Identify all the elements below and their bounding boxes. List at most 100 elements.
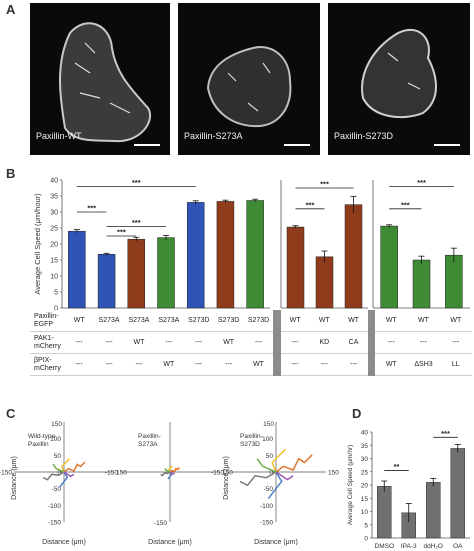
table-cell: WT: [280, 310, 310, 332]
table-cell: ---: [213, 353, 244, 376]
panel-b-condition-table: Paxillin- EGFP WT S273A S273A S273A S273D S273…: [30, 310, 472, 376]
chart-c-y-tick-top: 150: [51, 421, 62, 428]
cell-s273a-shape: [206, 46, 292, 128]
chart-c-x-axis-label: Distance (μm): [42, 539, 86, 546]
chart-c-x-tick-neg: -150: [211, 470, 224, 477]
chart-b-y-tick-label: 5: [54, 290, 58, 297]
chart-c-y-tick-bottom: -150: [154, 520, 167, 527]
panel-a-letter: A: [6, 2, 16, 17]
chart-d-x-tick-label: OA: [453, 543, 463, 550]
chart-b-significance-label: ***: [306, 200, 315, 209]
chart-d-y-tick-label: 20: [361, 483, 369, 490]
chart-b-y-tick-label: 35: [50, 194, 58, 201]
table-group-divider: [273, 331, 281, 354]
chart-d-y-tick-label: 0: [364, 536, 368, 543]
chart-c-y-tick: 50: [266, 453, 274, 460]
chart-c-y-axis-label: Distance (μm): [11, 456, 18, 500]
panel-b-letter: B: [6, 166, 16, 181]
chart-c-cell-track: [168, 465, 174, 473]
chart-d-significance-label: **: [394, 462, 400, 471]
table-cell: ---: [64, 353, 95, 376]
table-cell: ---: [94, 353, 125, 376]
micrograph-wt: Paxillin-WT: [30, 3, 170, 155]
chart-c-y-axis-label: Distance (μm): [223, 456, 230, 500]
chart-c-cell-track: [275, 471, 294, 481]
chart-c-cell-track: [169, 466, 181, 473]
micrograph-label-s273a: Paxillin-S273A: [184, 131, 243, 141]
chart-c-title-line: Paxillin-: [240, 433, 263, 440]
table-cell: ---: [439, 331, 472, 354]
table-cell: WT: [338, 310, 369, 332]
table-cell: WT: [439, 310, 472, 332]
chart-b-bar: [445, 254, 463, 309]
chart-b-bar: [246, 200, 264, 309]
chart-c-cell-track: [60, 458, 71, 473]
chart-c-title-line: S273D: [240, 441, 260, 448]
chart-c-y-tick: 0: [57, 470, 61, 477]
chart-c-cell-track: [275, 454, 313, 473]
chart-c-cell-track: [59, 471, 69, 488]
chart-b-y-tick-label: 15: [50, 258, 58, 265]
table-cell: KD: [309, 331, 339, 354]
chart-c-x-axis-label: Distance (μm): [254, 539, 298, 546]
table-group-divider: [368, 353, 376, 376]
chart-b-y-tick-label: 30: [50, 210, 58, 217]
chart-c-cell-track: [160, 471, 171, 477]
table-row-header: Paxillin- EGFP: [30, 310, 65, 332]
chart-b-bar: [127, 238, 146, 309]
panel-d-letter: D: [352, 406, 362, 421]
chart-c-x-tick-pos: 150: [222, 470, 233, 477]
chart-c-title-line: S273A: [138, 441, 158, 448]
table-cell: ---: [124, 353, 154, 376]
table-cell: WT: [407, 310, 440, 332]
chart-b-significance-label: ***: [417, 178, 426, 187]
chart-c-y-tick: -100: [260, 503, 273, 510]
chart-d-bar: [377, 486, 392, 539]
chart-c-title-line: Paxillin: [28, 441, 49, 448]
table-group-divider: [273, 353, 281, 376]
table-cell: ---: [309, 353, 339, 376]
chart-b-significance-label: ***: [320, 180, 329, 189]
table-cell: ---: [183, 353, 214, 376]
chart-c-cell-track: [42, 471, 65, 481]
chart-b-significance-label: ***: [117, 228, 126, 237]
table-group-divider: [368, 310, 376, 332]
chart-c-x-tick-neg: -150: [0, 470, 12, 477]
chart-d-significance-label: ***: [441, 429, 450, 438]
chart-c-x-axis-label: Distance (μm): [148, 539, 192, 546]
scale-bar-s273d: [434, 144, 460, 146]
micrograph-label-wt: Paxillin-WT: [36, 131, 82, 141]
chart-d-y-tick-label: 25: [361, 469, 369, 476]
chart-b-bar: [315, 256, 334, 309]
table-cell: WT: [243, 353, 274, 376]
chart-c-cell-track: [63, 461, 86, 473]
cell-wt-shape: [59, 22, 151, 143]
chart-c-y-tick: -50: [264, 486, 274, 493]
chart-b-bar: [68, 230, 86, 309]
table-cell: ΔSH3: [407, 353, 440, 376]
chart-c-cell-track: [239, 471, 277, 487]
table-cell: S273A: [153, 310, 184, 332]
table-cell: WT: [375, 310, 408, 332]
table-row-header: PAK1- mCherry: [30, 331, 65, 354]
chart-b-bar: [380, 225, 398, 309]
table-cell: ---: [183, 331, 214, 354]
table-cell: ---: [243, 331, 274, 354]
chart-c-cell-track: [169, 471, 175, 475]
chart-d-y-axis-label: Average Cell Speed (μm/hr): [347, 445, 354, 526]
chart-b-bar: [412, 259, 431, 309]
chart-d-x-tick-label: IPA-3: [401, 543, 417, 550]
chart-c-y-tick-top: 150: [263, 421, 274, 428]
chart-c-cell-track: [256, 458, 277, 473]
panel-d-bar-chart: 0 5 10 15 20 25 30 35 40 Average Cell Speed (μm/h…: [347, 429, 470, 550]
chart-c-cell-track: [164, 468, 171, 473]
chart-b-significance-label: ***: [87, 204, 96, 213]
chart-c-x-tick-neg: -150: [105, 470, 118, 477]
panel-b-bar-chart: 0 5 10 15 20 25 30 35 40 Average Cell Speed (μm/h…: [33, 178, 470, 310]
cell-s273d-shape: [361, 28, 437, 119]
chart-c-y-tick: -150: [260, 520, 273, 527]
panel-c-letter: C: [6, 406, 16, 421]
table-cell: WT: [153, 353, 184, 376]
chart-c-y-tick: -100: [48, 503, 61, 510]
